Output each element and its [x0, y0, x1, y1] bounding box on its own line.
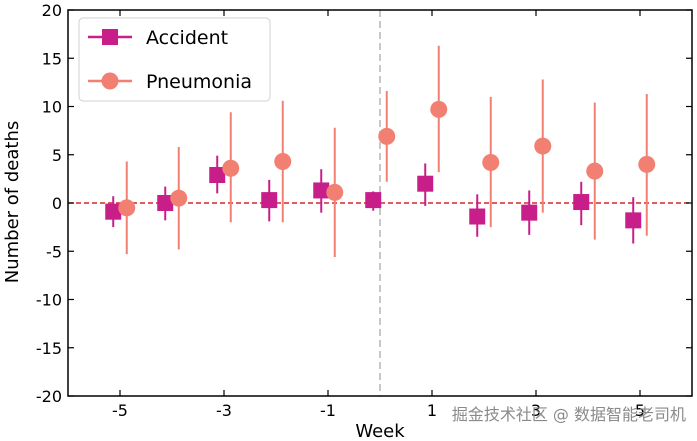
- accident-point: [469, 208, 486, 225]
- pneumonia-point: [222, 159, 240, 177]
- x-tick-label: -3: [216, 401, 232, 420]
- pneumonia-point: [274, 153, 292, 171]
- pneumonia-point: [638, 155, 656, 173]
- pneumonia-point: [430, 100, 448, 118]
- watermark: 掘金技术社区 @ 数据智能老司机: [452, 405, 686, 424]
- accident-point: [261, 192, 278, 209]
- accident-point: [417, 175, 434, 192]
- y-axis-label: Number of deaths: [2, 121, 23, 283]
- data-markers: [105, 100, 656, 229]
- accident-point: [157, 195, 174, 211]
- y-tick-label: 5: [52, 146, 62, 165]
- accident-point: [105, 203, 122, 220]
- legend-pneumonia-marker: [101, 72, 119, 90]
- x-tick-label: -1: [320, 401, 336, 420]
- pneumonia-point: [482, 153, 500, 171]
- legend-accident-marker: [102, 29, 118, 45]
- y-tick-label: 10: [42, 98, 62, 117]
- y-tick-label: 15: [42, 49, 62, 68]
- y-tick-label: -5: [46, 242, 62, 261]
- pneumonia-point: [170, 189, 188, 207]
- accident-point: [625, 212, 642, 229]
- accident-point: [209, 167, 226, 184]
- y-tick-label: -10: [36, 291, 62, 310]
- pneumonia-point: [118, 199, 136, 217]
- pneumonia-point: [586, 162, 604, 180]
- legend: Accident Pneumonia: [78, 17, 271, 102]
- x-tick-label: -5: [112, 401, 128, 420]
- axes: -20 -15 -10 -5 0 5 10 15 20 -5 -3 -1 1 3 5: [36, 1, 693, 420]
- pneumonia-point: [378, 127, 396, 145]
- accident-point: [313, 182, 330, 199]
- y-tick-label: -15: [36, 339, 62, 358]
- accident-point: [573, 194, 590, 211]
- pneumonia-point: [326, 183, 344, 201]
- y-tick-label: -20: [36, 387, 62, 406]
- legend-accident-label: Accident: [146, 27, 228, 49]
- y-tick-label: 20: [42, 1, 62, 20]
- x-tick-label: 1: [427, 401, 437, 420]
- pneumonia-point: [534, 137, 552, 155]
- y-tick-label: 0: [52, 194, 62, 213]
- accident-point: [365, 192, 382, 209]
- x-tick-label: 3: [531, 401, 541, 420]
- accident-point: [521, 204, 538, 221]
- x-tick-label: 5: [635, 401, 645, 420]
- legend-pneumonia-label: Pneumonia: [146, 71, 252, 93]
- x-axis-label: Week: [355, 421, 405, 441]
